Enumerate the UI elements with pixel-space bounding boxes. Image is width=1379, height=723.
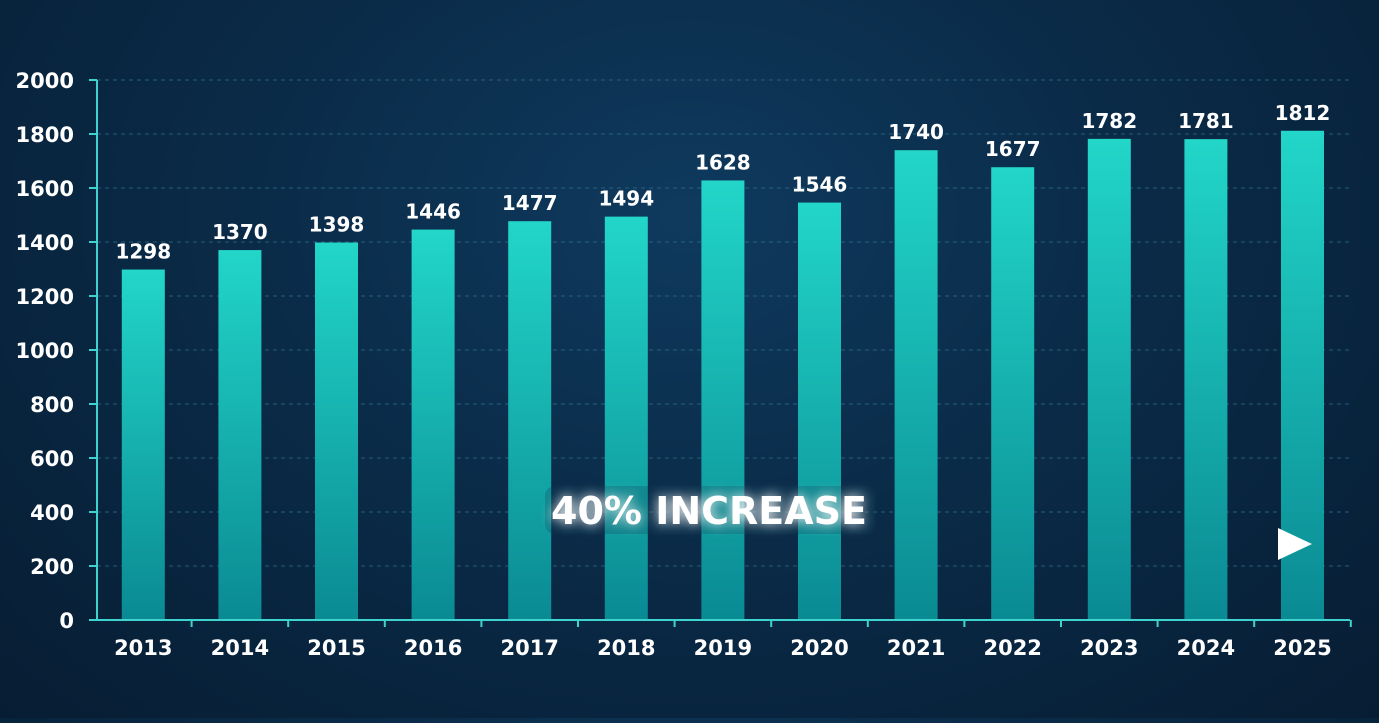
x-tick-label: 2025 [1273, 636, 1331, 660]
annotation-background [545, 486, 875, 534]
y-tick-label: 1000 [16, 339, 74, 363]
annotation: 40% INCREASE [141, 486, 1312, 560]
arrow-head-icon [1278, 528, 1312, 560]
data-label: 1494 [598, 187, 654, 211]
y-tick-label: 1600 [16, 177, 74, 201]
x-tick-label: 2022 [983, 636, 1041, 660]
bar [121, 269, 165, 620]
y-tick-label: 2000 [16, 69, 74, 93]
data-label: 1477 [502, 191, 558, 215]
data-label: 1812 [1275, 101, 1331, 125]
bar [701, 180, 745, 620]
y-tick-label: 1800 [16, 123, 74, 147]
data-label: 1446 [405, 200, 461, 224]
data-label: 1370 [212, 220, 268, 244]
data-label: 1628 [695, 150, 751, 174]
data-label: 1782 [1081, 109, 1137, 133]
x-tick-label: 2015 [307, 636, 365, 660]
data-label: 1740 [888, 120, 944, 144]
bar [604, 216, 648, 620]
bars [121, 130, 1324, 621]
data-label: 1546 [792, 173, 848, 197]
annotation-text: 40% INCREASE [551, 489, 867, 533]
data-label: 1677 [985, 137, 1041, 161]
bar [508, 221, 552, 620]
bar [218, 250, 262, 620]
x-tick-label: 2018 [597, 636, 655, 660]
y-tick-label: 600 [30, 447, 74, 471]
bar [991, 167, 1035, 620]
x-tick-label: 2013 [114, 636, 172, 660]
x-tick-label: 2023 [1080, 636, 1138, 660]
x-tick-label: 2021 [887, 636, 945, 660]
y-tick-label: 800 [30, 393, 74, 417]
x-tick-label: 2014 [211, 636, 269, 660]
y-tick-label: 1200 [16, 285, 74, 309]
x-tick-label: 2019 [694, 636, 752, 660]
x-tick-label: 2016 [404, 636, 462, 660]
y-tick-label: 1400 [16, 231, 74, 255]
x-tick-label: 2017 [500, 636, 558, 660]
bar [894, 150, 938, 620]
x-tick-label: 2020 [790, 636, 848, 660]
y-tick-label: 200 [30, 555, 74, 579]
y-tick-label: 400 [30, 501, 74, 525]
axes [89, 79, 1352, 627]
bar [798, 202, 841, 620]
bar [411, 229, 455, 620]
data-label: 1298 [115, 240, 171, 264]
y-tick-label: 0 [59, 609, 74, 633]
data-label: 1781 [1178, 109, 1234, 133]
data-label: 1398 [309, 213, 365, 237]
x-tick-label: 2024 [1177, 636, 1235, 660]
labels: 0 200 400 600 800 1000 1200 1400 1600 1800 2000 129… [16, 69, 1332, 660]
bar [315, 242, 358, 621]
